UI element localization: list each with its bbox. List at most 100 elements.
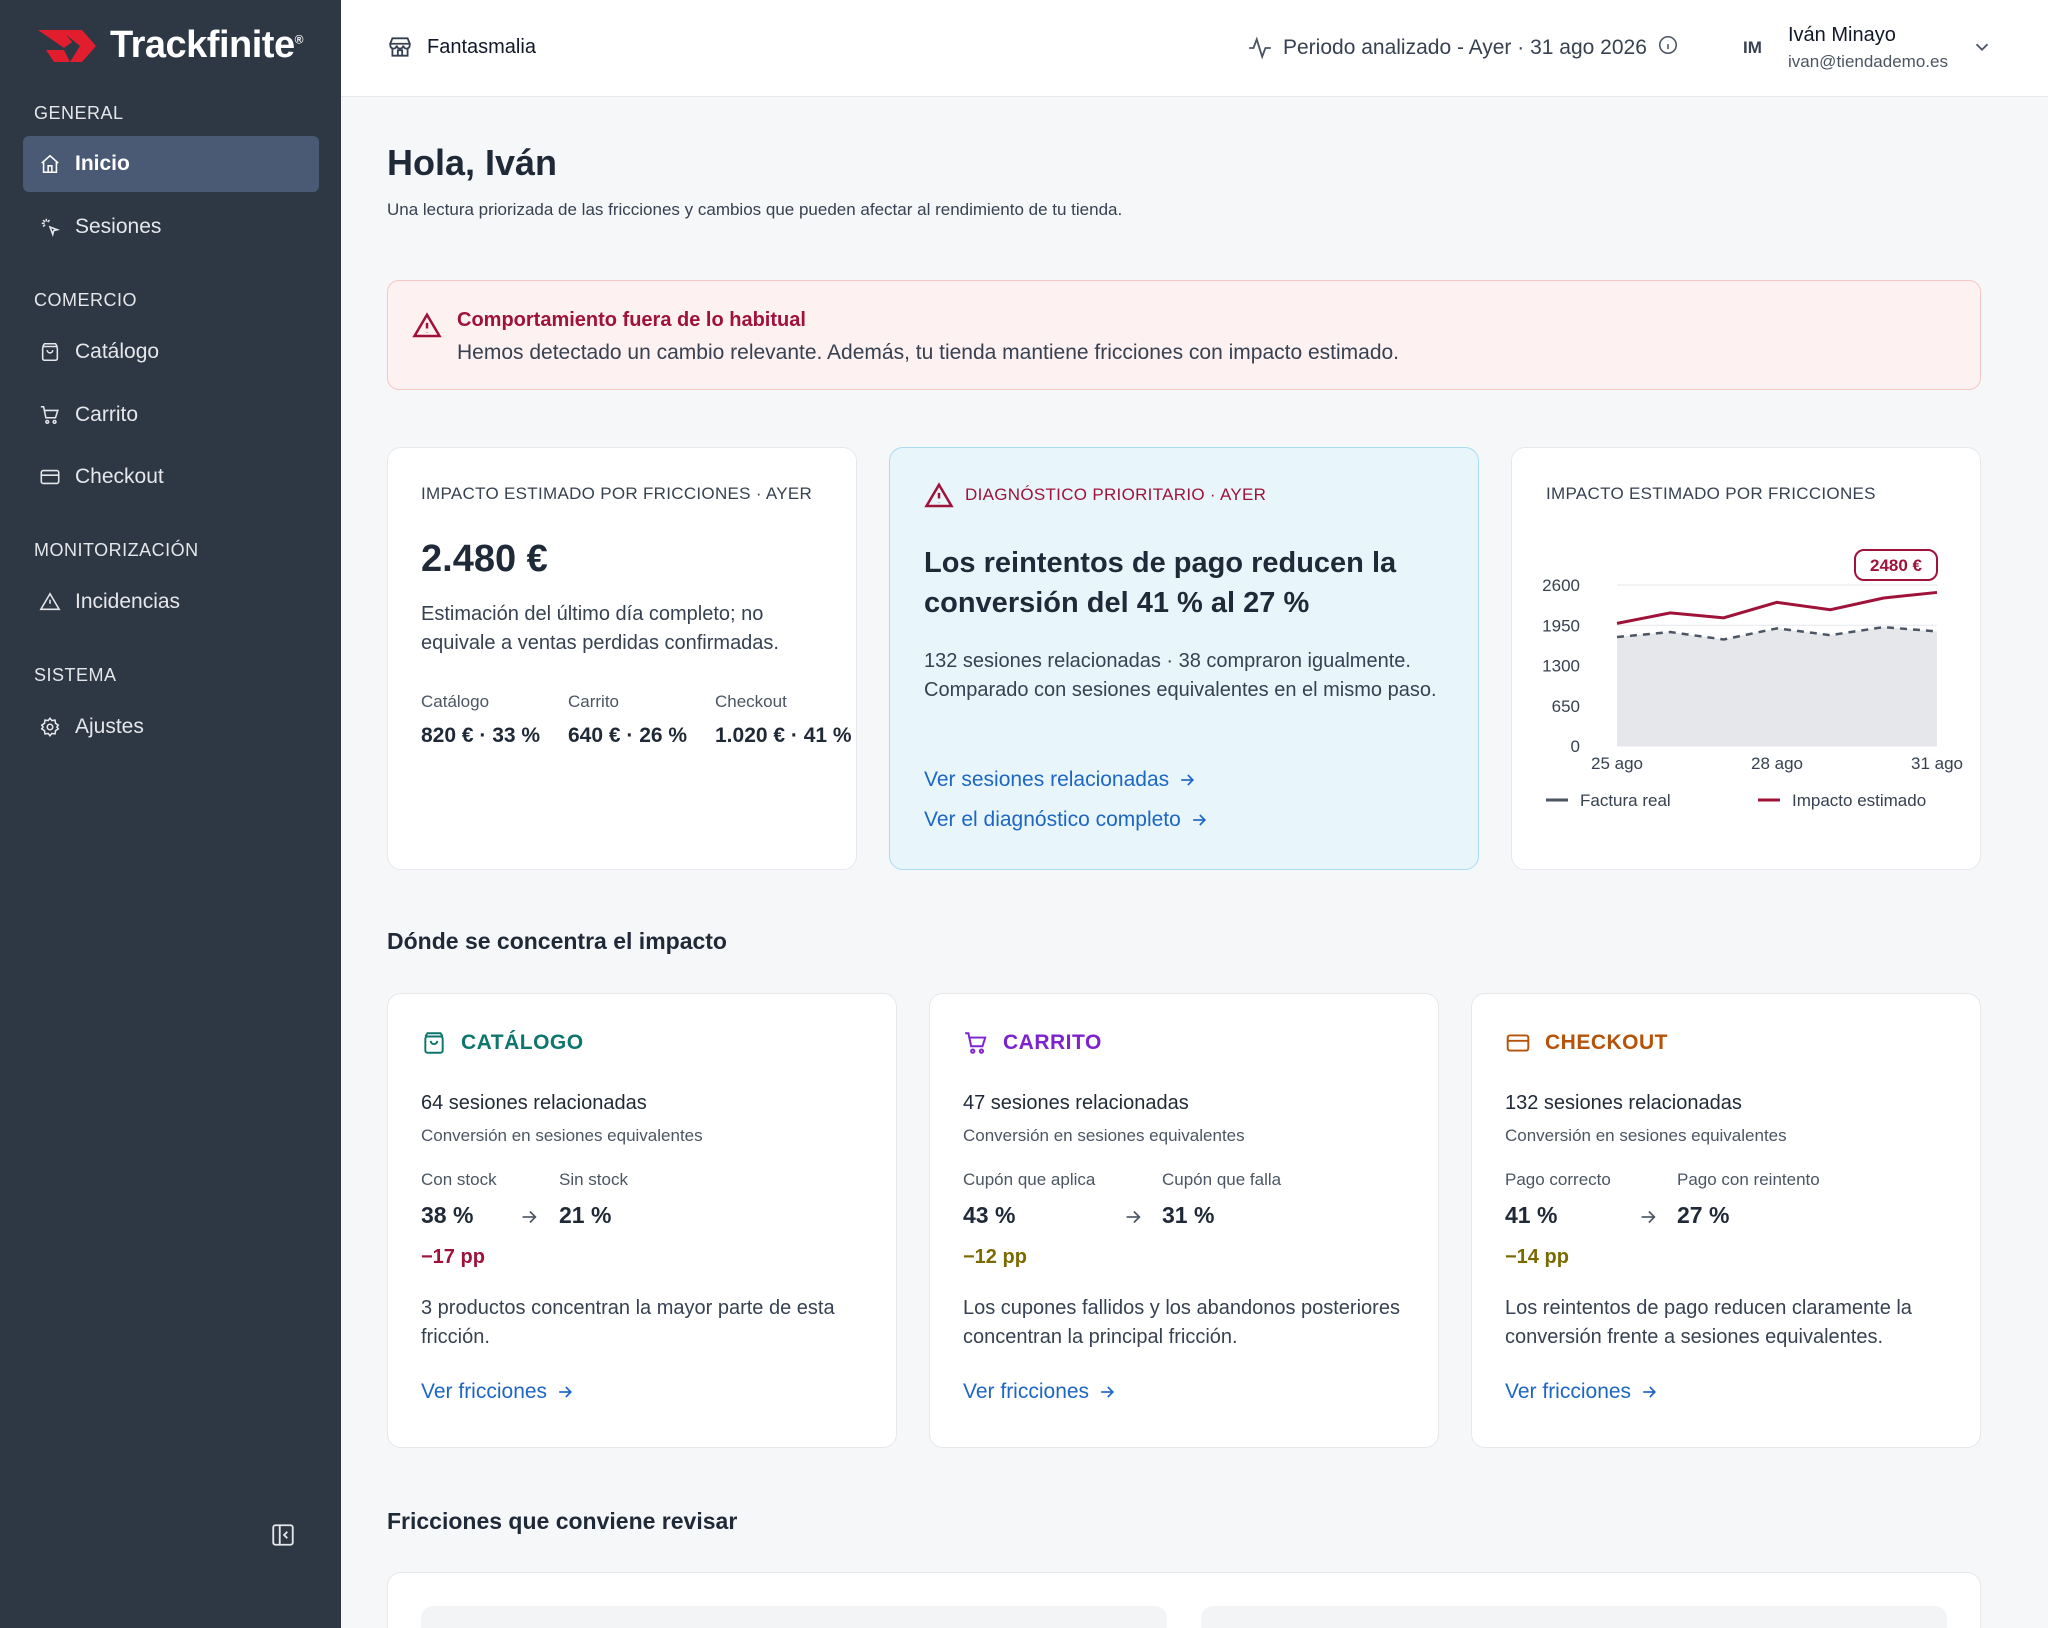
metric-b-label: Cupón que falla [1162,1170,1282,1189]
impact-card-text: Los cupones fallidos y los abandonos pos… [963,1297,1400,1348]
info-icon [1658,35,1677,55]
view-sessions-link[interactable]: Ver sesiones relacionadas [924,768,1197,792]
sidebar-item-label: Catálogo [75,340,160,363]
sparkle-cursor-icon [41,218,60,237]
friction-item-placeholder [421,1606,1167,1628]
impact-card-checkout: CHECKOUT 132 sesiones relacionadas Conve… [1471,993,1981,1448]
arrow-right-icon [1643,1386,1657,1398]
view-frictions-link[interactable]: Ver fricciones [963,1380,1117,1404]
sidebar-item-catalogo[interactable]: Catálogo [23,324,319,380]
metric-b-value: 27 % [1677,1202,1730,1228]
metric-a-value: 38 % [421,1202,474,1228]
sidebar-item-checkout[interactable]: Checkout [23,449,319,505]
impact-card-carrito: CARRITO 47 sesiones relacionadas Convers… [929,993,1439,1448]
metric-a-value: 41 % [1505,1202,1558,1228]
info-button[interactable] [1657,34,1679,62]
metric-a-label: Pago correcto [1505,1170,1611,1189]
chart-y-tick-label: 650 [1552,697,1580,716]
activity-icon [1249,36,1271,60]
chart-x-tick-label: 25 ago [1591,754,1643,773]
chevron-down-icon[interactable] [1971,36,1993,58]
section-title-impact: Dónde se concentra el impacto [387,928,727,954]
user-email: ivan@tiendademo.es [1788,52,1948,71]
breakdown-value: 640 € · 26 % [568,724,688,747]
page-title: Hola, Iván [387,142,558,183]
arrow-right-icon [1101,1386,1115,1398]
sidebar-item-sesiones[interactable]: Sesiones [23,199,319,255]
metric-b-label: Pago con reintento [1677,1170,1820,1189]
breakdown-carrito: Carrito 640 € · 26 % [568,692,687,748]
metric-b-value: 31 % [1162,1202,1215,1228]
warning-icon [924,482,954,508]
card-icon [40,469,60,485]
topbar: Fantasmalia Periodo analizado - Ayer · 3… [341,0,2048,97]
arrow-right-icon [1192,814,1206,826]
trackfinite-logo-icon [38,29,96,62]
impact-card-catalogo: CATÁLOGO 64 sesiones relacionadas Conver… [387,993,897,1448]
sidebar-item-ajustes[interactable]: Ajustes [23,699,319,755]
avatar[interactable]: IM [1743,38,1762,57]
impact-card-text: Los reintentos de pago reducen clarament… [1505,1297,1912,1348]
sidebar-item-inicio[interactable]: Inicio [23,136,319,192]
period-indicator: Periodo analizado - Ayer · 31 ago 2026 [1247,34,1679,62]
chart-y-tick-label: 0 [1571,737,1580,756]
impact-card-header: CATÁLOGO [421,1030,584,1056]
chart-y-tick-label: 1950 [1542,616,1580,635]
nav-section-comercio: COMERCIO [34,290,137,310]
arrow-right-icon [559,1386,573,1398]
page-subtitle: Una lectura priorizada de las fricciones… [387,200,1123,219]
breakdown-value: 1.020 € · 41 % [715,724,852,747]
delta-value: −17 pp [421,1246,485,1268]
view-full-diagnosis-link[interactable]: Ver el diagnóstico completo [924,808,1209,832]
link-label: Ver fricciones [963,1380,1090,1403]
diagnosis-description: 132 sesiones relacionadas · 38 compraron… [924,650,1437,701]
nav-section-sistema: SISTEMA [34,665,117,685]
sidebar-item-carrito[interactable]: Carrito [23,387,319,443]
warning-icon [39,592,61,611]
chart-y-tick-label: 2600 [1542,576,1580,595]
arrow-right-icon [1126,1210,1141,1224]
breakdown-checkout: Checkout 1.020 € · 41 % [715,692,852,748]
card-label: IMPACTO ESTIMADO POR FRICCIONES [1546,484,1876,503]
sidebar-item-label: Ajustes [75,715,144,738]
impact-description: Estimación del último día completo; no e… [421,603,779,654]
period-label: Periodo analizado - Ayer · 31 ago 2026 [1283,36,1647,59]
home-icon [41,154,59,174]
chart-x-tick-label: 28 ago [1751,754,1803,773]
sessions-count: 64 sesiones relacionadas [421,1092,647,1114]
impact-card-text: 3 productos concentran la mayor parte de… [421,1297,835,1348]
sidebar-item-label: Carrito [75,403,139,426]
link-label: Ver fricciones [1505,1380,1632,1403]
cart-icon [965,1032,987,1054]
link-label: Ver fricciones [421,1380,548,1403]
legend-label-impacto-estimado: Impacto estimado [1792,791,1926,810]
user-name[interactable]: Iván Minayo [1788,24,1896,46]
impact-card-title: CATÁLOGO [461,1031,584,1054]
breakdown-catalogo: Catálogo 820 € · 33 % [421,692,540,748]
collapse-sidebar-button[interactable] [270,1522,296,1548]
breakdown-label: Checkout [715,692,787,711]
impact-line-chart: 0 650 1300 1950 2600 2480 € 25 ago 28 ago 31 ago… [1542,549,1963,810]
bag-icon [41,342,59,362]
brand-logo[interactable]: Trackfinite® [36,24,303,67]
impact-amount: 2.480 € [421,538,548,580]
view-frictions-link[interactable]: Ver fricciones [421,1380,575,1404]
warning-icon [412,312,442,338]
metric-a-value: 43 % [963,1202,1016,1228]
sidebar-item-incidencias[interactable]: Incidencias [23,574,319,630]
breakdown-value: 820 € · 33 % [421,724,541,747]
metric-b-label: Sin stock [559,1170,628,1189]
sessions-count: 132 sesiones relacionadas [1505,1092,1742,1114]
delta-value: −12 pp [963,1246,1027,1268]
impact-card-title: CARRITO [1003,1031,1102,1054]
store-selector[interactable]: Fantasmalia [387,34,536,60]
alert-title: Comportamiento fuera de lo habitual [457,309,806,331]
brand-name: Trackfinite® [110,24,303,66]
bag-icon [424,1032,444,1054]
view-frictions-link[interactable]: Ver fricciones [1505,1380,1659,1404]
chart-line-factura-real [1616,625,1938,641]
alert-text: Hemos detectado un cambio relevante. Ade… [457,341,1400,364]
frictions-list-card [387,1572,1981,1628]
section-title-frictions: Fricciones que conviene revisar [387,1508,738,1534]
arrow-right-icon [522,1210,537,1224]
